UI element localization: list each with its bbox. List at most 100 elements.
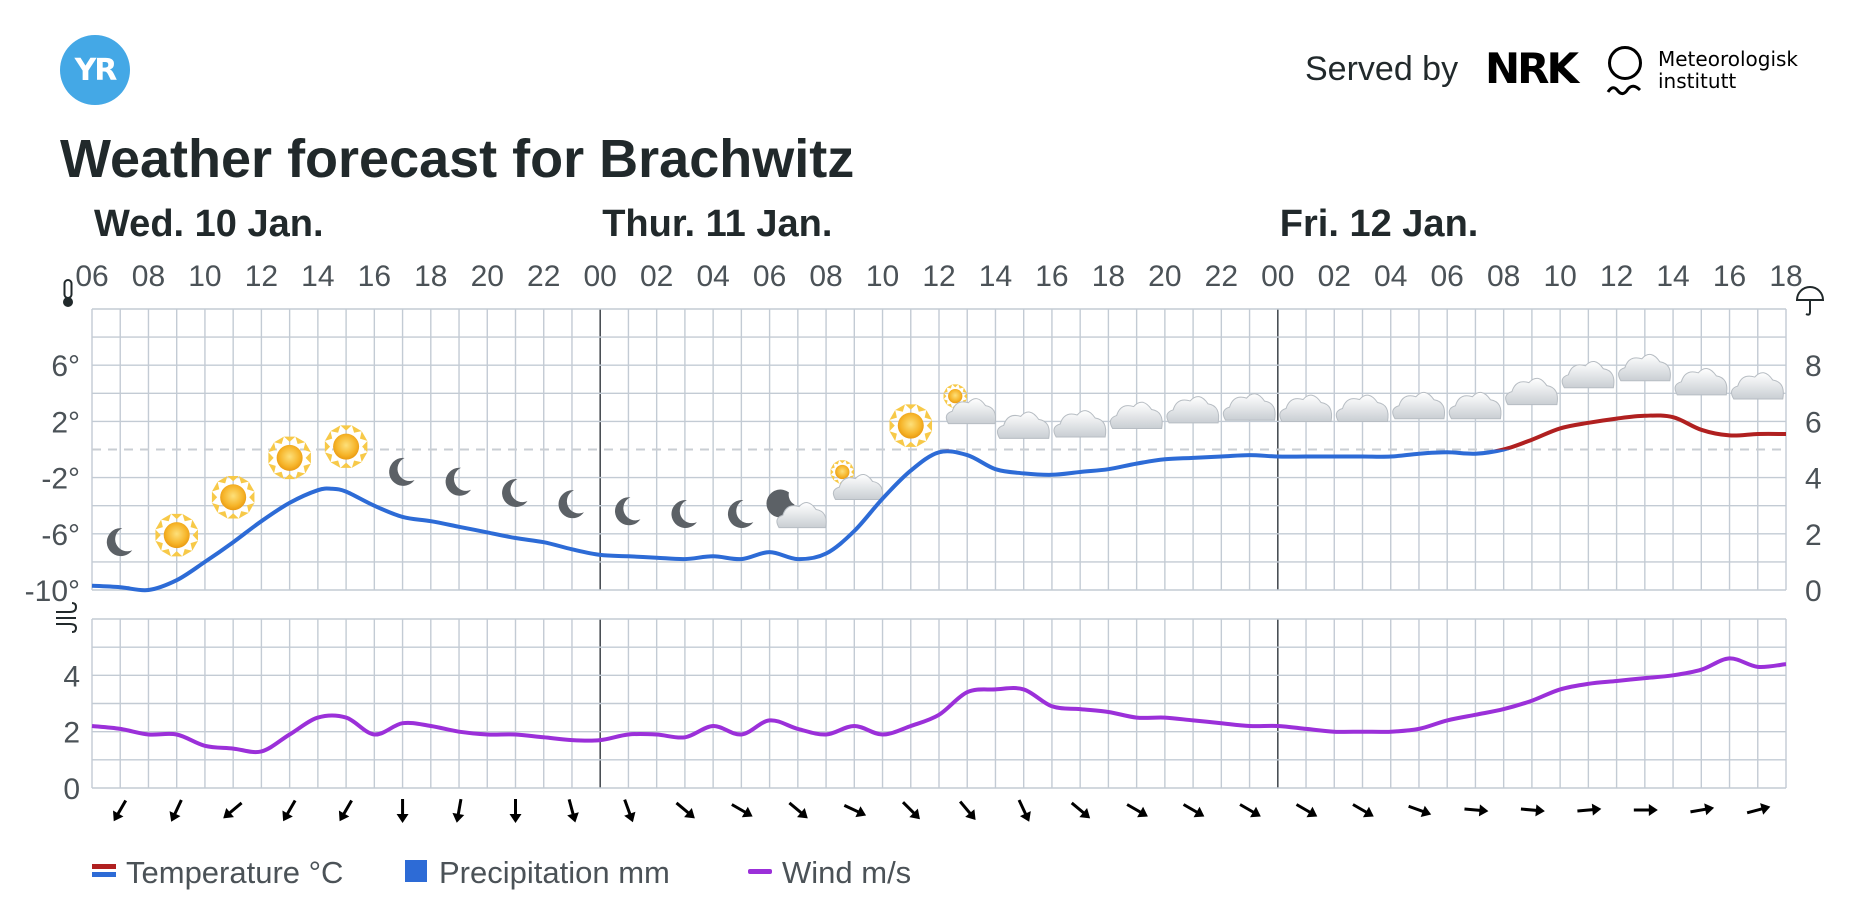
legend-item-precipitation: Precipitation mm — [405, 855, 670, 890]
legend-swatch-temperature — [92, 864, 116, 869]
legend-label: Precipitation mm — [439, 855, 670, 890]
wind-direction-arrow — [338, 799, 353, 822]
hour-tick-label: 12 — [922, 260, 955, 293]
hour-tick-label: 06 — [75, 260, 108, 293]
hour-tick-label: 02 — [640, 260, 673, 293]
met-logo-text-line2: institutt — [1658, 69, 1737, 93]
day-label: Thur. 11 Jan. — [602, 203, 832, 245]
cloud-icon — [1618, 354, 1671, 382]
hour-tick-label: 20 — [471, 260, 504, 293]
hour-tick-label: 16 — [1035, 260, 1068, 293]
precipitation-axis-label: 0 — [1805, 575, 1822, 608]
moon-icon — [445, 467, 472, 496]
hour-tick-label: 12 — [1600, 260, 1633, 293]
wind-direction-arrow — [223, 801, 243, 819]
met-logo-text[interactable]: Meteorologisk institutt — [1658, 48, 1798, 92]
hour-tick-label: 14 — [979, 260, 1012, 293]
sun-icon — [268, 436, 311, 480]
moon-icon — [671, 500, 697, 529]
page-title: Weather forecast for Brachwitz — [60, 129, 855, 189]
wind-direction-arrow — [788, 801, 808, 819]
moon-icon — [389, 457, 415, 486]
sun-cloud-icon — [943, 384, 996, 425]
wind-direction-arrows — [113, 798, 1771, 823]
wind-axis-label: 4 — [63, 660, 80, 693]
hour-tick-label: 10 — [1543, 260, 1576, 293]
sun-icon — [155, 513, 198, 557]
yr-logo[interactable]: YR — [60, 35, 130, 105]
precipitation-axis-label: 4 — [1805, 463, 1822, 496]
cloud-icon — [1561, 361, 1615, 389]
hour-tick-label: 10 — [866, 260, 899, 293]
hour-tick-label: 04 — [1374, 260, 1407, 293]
temperature-line-below-zero — [91, 449, 1512, 593]
cloud-icon — [1731, 372, 1784, 400]
hour-tick-label: 12 — [245, 260, 278, 293]
wind-direction-arrow — [1017, 799, 1031, 822]
wind-direction-arrow — [675, 801, 695, 819]
hour-tick-label: 08 — [132, 260, 165, 293]
cloud-icon — [1222, 393, 1276, 421]
hour-tick-label: 10 — [188, 260, 221, 293]
hour-tick-label: 22 — [1205, 260, 1238, 293]
wind-direction-arrow — [1070, 801, 1091, 819]
hour-tick-label: 08 — [809, 260, 842, 293]
wind-direction-arrow — [452, 798, 465, 823]
umbrella-icon — [1795, 286, 1825, 316]
wind-direction-arrow — [1464, 804, 1489, 817]
met-logo-sun-icon — [1608, 46, 1642, 80]
wind-direction-arrow — [396, 799, 409, 823]
cloud-icon — [1166, 396, 1220, 424]
legend-swatch-temperature — [92, 872, 116, 877]
moon-icon — [106, 528, 133, 557]
day-label: Wed. 10 Jan. — [94, 203, 324, 245]
hour-tick-label: 14 — [1656, 260, 1689, 293]
hour-tick-label: 22 — [527, 260, 560, 293]
moon-icon — [558, 490, 584, 519]
thermometer-icon — [63, 279, 73, 307]
wind-direction-arrow — [1577, 803, 1602, 816]
wind-direction-arrow — [1520, 804, 1545, 817]
cloud-icon — [1674, 368, 1728, 396]
legend-swatch-precipitation — [405, 860, 427, 882]
wind-direction-arrow — [169, 799, 183, 822]
wind-speed-line — [91, 656, 1787, 755]
hour-tick-label: 18 — [1769, 260, 1802, 293]
hour-tick-label: 02 — [1318, 260, 1351, 293]
wind-axis-label: 2 — [63, 717, 80, 750]
chart-axis-labels: Wed. 10 Jan. Thur. 11 Jan. Fri. 12 Jan. 06 0… — [25, 203, 1825, 806]
wind-direction-arrow — [959, 800, 976, 820]
wind-direction-arrow — [567, 798, 579, 823]
hour-tick-label: 04 — [696, 260, 729, 293]
day-label: Fri. 12 Jan. — [1280, 203, 1479, 245]
precipitation-axis-label: 8 — [1805, 350, 1822, 383]
temperature-axis-label: 6° — [51, 350, 80, 383]
legend-item-temperature: Temperature °C — [92, 855, 343, 890]
temperature-axis-label: 2° — [51, 406, 80, 439]
wind-direction-arrow — [901, 801, 920, 820]
sun-icon — [211, 475, 255, 519]
wind-axis-label: 0 — [63, 773, 80, 806]
temperature-axis-label: -10° — [25, 575, 80, 608]
wind-direction-arrow — [282, 799, 297, 822]
hour-tick-label: 18 — [414, 260, 447, 293]
hour-tick-label: 06 — [1431, 260, 1464, 293]
legend-label: Wind m/s — [782, 855, 911, 890]
wind-direction-arrow — [1746, 803, 1771, 815]
chart-series — [91, 413, 1787, 755]
sun-icon — [889, 404, 933, 447]
nrk-logo[interactable]: NRK — [1485, 44, 1579, 93]
cloud-icon — [1053, 410, 1107, 438]
wind-direction-arrow — [1690, 803, 1715, 816]
cloud-icon — [1335, 394, 1389, 423]
wind-direction-arrow — [1408, 804, 1432, 818]
hour-tick-label: 08 — [1487, 260, 1520, 293]
hour-tick-label: 20 — [1148, 260, 1181, 293]
hour-tick-label: 06 — [753, 260, 786, 293]
wind-direction-arrow — [1633, 804, 1658, 816]
hour-tick-label: 00 — [1261, 260, 1294, 293]
hour-tick-label: 16 — [1713, 260, 1746, 293]
precipitation-axis-label: 2 — [1805, 519, 1822, 552]
